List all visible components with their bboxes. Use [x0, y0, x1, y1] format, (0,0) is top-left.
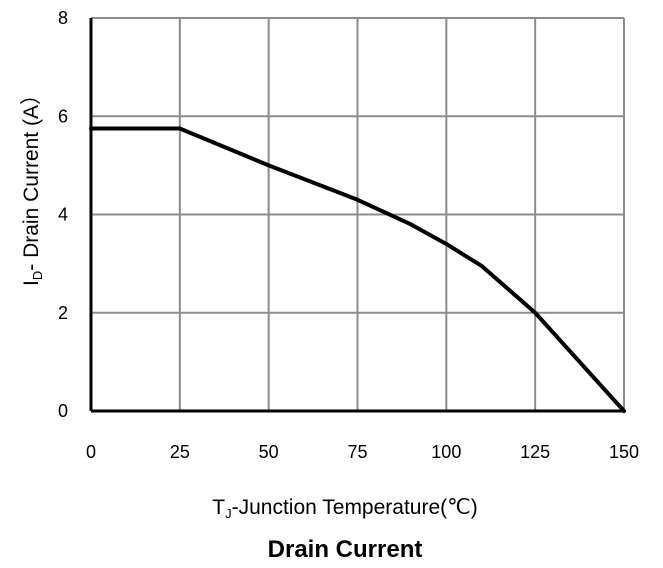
x-tick-label: 0	[86, 442, 96, 462]
chart-title: Drain Current	[268, 536, 423, 563]
series-layer	[89, 126, 626, 413]
x-tick-label: 150	[609, 442, 639, 462]
y-tick-label: 0	[58, 401, 68, 421]
y-tick-label: 8	[58, 8, 68, 28]
grid-lines	[90, 17, 625, 412]
tick-labels: 0 25 50 75 100 125 150 0 2 4 6 8	[58, 8, 639, 462]
x-tick-label: 25	[170, 442, 190, 462]
y-tick-label: 4	[58, 205, 68, 225]
x-axis-label: TJ-Junction Temperature(℃)	[212, 496, 477, 521]
y-tick-label: 6	[58, 106, 68, 126]
x-tick-label: 125	[520, 442, 550, 462]
y-axis-label: ID- Drain Current (A）	[20, 84, 45, 286]
y-tick-label: 2	[58, 303, 68, 323]
series-line-0	[89, 126, 626, 413]
x-tick-label: 50	[259, 442, 279, 462]
axes	[89, 18, 624, 413]
x-tick-label: 100	[431, 442, 461, 462]
x-tick-label: 75	[347, 442, 367, 462]
